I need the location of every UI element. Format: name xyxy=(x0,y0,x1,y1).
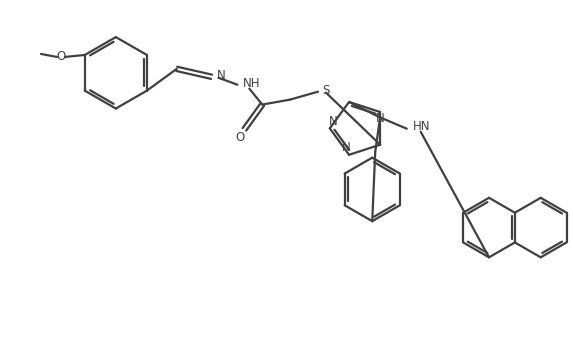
Text: N: N xyxy=(217,69,225,82)
Text: N: N xyxy=(376,112,384,126)
Text: NH: NH xyxy=(242,77,260,90)
Text: N: N xyxy=(342,141,351,155)
Text: N: N xyxy=(328,115,337,128)
Text: O: O xyxy=(56,50,65,63)
Text: HN: HN xyxy=(413,120,430,133)
Text: S: S xyxy=(322,84,329,97)
Text: O: O xyxy=(236,131,245,144)
